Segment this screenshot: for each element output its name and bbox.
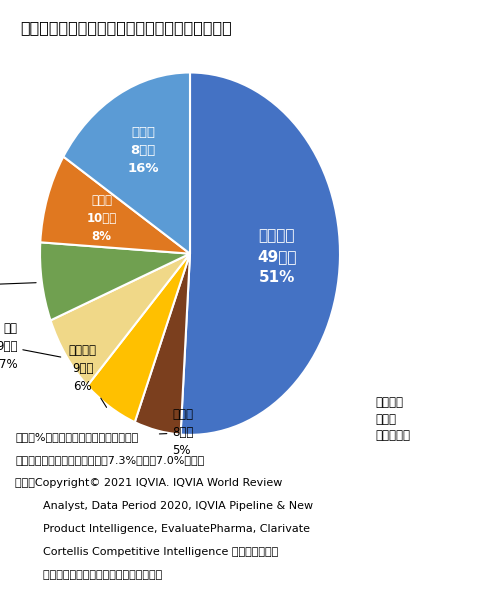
Wedge shape — [88, 254, 190, 422]
Wedge shape — [135, 254, 190, 434]
Text: Cortellis Competitive Intelligence をもとに医薬産: Cortellis Competitive Intelligence をもとに医… — [15, 547, 278, 557]
Text: デンマーク
7品目
7%: デンマーク 7品目 7% — [0, 262, 36, 311]
Text: その他
8品目
5%: その他 8品目 5% — [160, 408, 194, 457]
Text: 日本
9品目
7%: 日本 9品目 7% — [0, 322, 60, 371]
Text: 注１：%は上位品目売上高に占める割合: 注１：%は上位品目売上高に占める割合 — [15, 432, 138, 442]
Wedge shape — [64, 72, 190, 254]
Text: Product Intelligence, EvaluatePharma, Clarivate: Product Intelligence, EvaluatePharma, Cl… — [15, 524, 310, 534]
Text: 出所：Copyright© 2021 IQVIA. IQVIA World Review: 出所：Copyright© 2021 IQVIA. IQVIA World Re… — [15, 478, 282, 488]
Wedge shape — [180, 72, 340, 435]
Text: ドイツ
8品目
16%: ドイツ 8品目 16% — [128, 126, 159, 175]
Text: 創出国籍: 創出国籍 — [375, 396, 403, 409]
Text: Analyst, Data Period 2020, IQVIA Pipeline & New: Analyst, Data Period 2020, IQVIA Pipelin… — [15, 501, 313, 511]
Text: 業政策研究所にて作成（無断転載禁止）: 業政策研究所にて作成（無断転載禁止） — [15, 570, 162, 580]
Text: スイス
10品目
8%: スイス 10品目 8% — [86, 194, 117, 243]
Text: 売上高比率: 売上高比率 — [375, 429, 410, 443]
Text: 品目数: 品目数 — [375, 413, 396, 426]
Text: 注２：より詳細にはデンマーク7.3%；日本7.0%である: 注２：より詳細にはデンマーク7.3%；日本7.0%である — [15, 455, 204, 465]
Wedge shape — [40, 156, 190, 254]
Text: イギリス
9品目
6%: イギリス 9品目 6% — [68, 344, 106, 407]
Text: 図７　上位品目の世界売上高に占める国籍別割合: 図７ 上位品目の世界売上高に占める国籍別割合 — [20, 20, 232, 34]
Wedge shape — [50, 254, 190, 386]
Wedge shape — [40, 242, 190, 320]
Text: アメリカ
49品目
51%: アメリカ 49品目 51% — [257, 228, 296, 286]
